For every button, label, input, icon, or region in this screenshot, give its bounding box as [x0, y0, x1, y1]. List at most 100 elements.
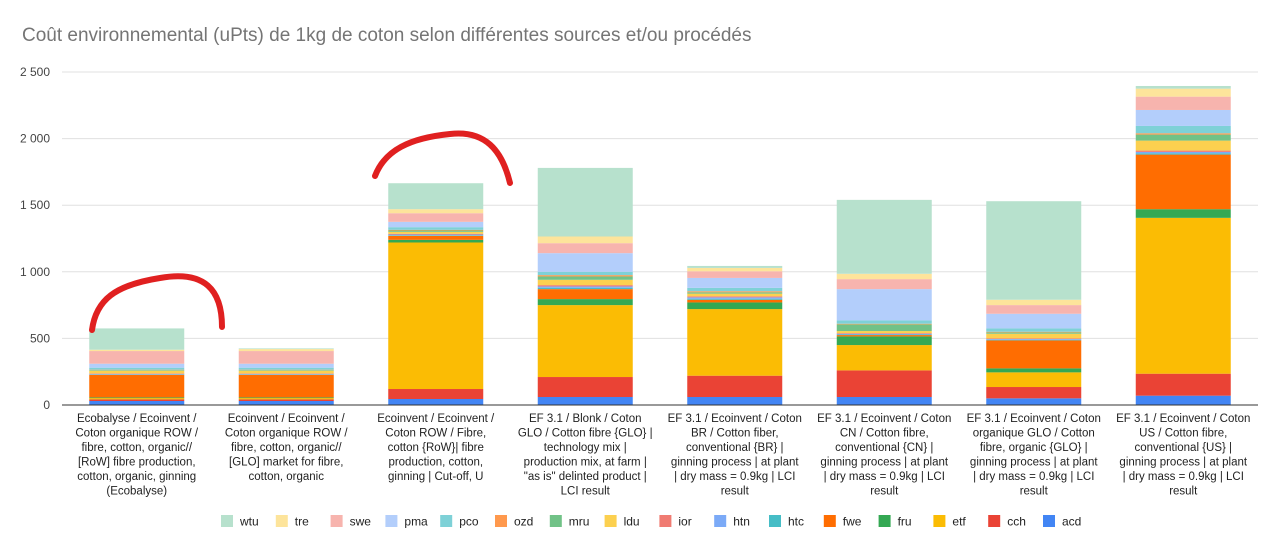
bar-segment-fru [836, 336, 932, 346]
legend-item: acd [1043, 515, 1081, 529]
legend-label: fwe [843, 515, 862, 529]
bar-segment-pma [388, 221, 484, 228]
bar-segment-ozd [836, 323, 932, 325]
bar-segment-etf [1135, 217, 1231, 374]
bar-segment-ldu [238, 370, 334, 374]
legend-item: cch [988, 515, 1026, 529]
legend-label: cch [1007, 515, 1026, 529]
bar-segment-fru [687, 302, 783, 310]
legend-swatch [275, 515, 288, 527]
legend-swatch [1043, 515, 1055, 527]
legend-label: acd [1062, 515, 1081, 529]
x-tick-label: EF 3.1 / Ecoinvent / Coton organique GLO … [967, 413, 1101, 498]
bar-segment-mru [986, 332, 1082, 334]
bar-segment-tre [537, 236, 633, 244]
bar-segment-ldu [89, 370, 185, 374]
bar-segment-pco [537, 271, 633, 276]
bar-segment-pma [89, 363, 185, 368]
bar-segment-ldu [986, 333, 1082, 339]
legend-label: mru [569, 515, 590, 529]
bar-segment-acd [238, 401, 334, 405]
bar-segment-swe [687, 271, 783, 278]
bar-segment-wtu [836, 199, 932, 274]
bar-segment-ldu [388, 231, 484, 234]
bar-segment-fru [1135, 209, 1231, 218]
bar-segment-pco [986, 328, 1082, 332]
legend-item: etf [933, 515, 966, 529]
bar-segment-cch [687, 375, 783, 398]
legend-swatch [659, 515, 672, 527]
bar-segment-pma [836, 289, 932, 321]
bar-segment-fru [388, 239, 484, 243]
bar-segment-cch [388, 389, 484, 400]
bar-segment-acd [1135, 395, 1231, 405]
legend-label: htc [788, 515, 804, 529]
bar-segment-cch [836, 370, 932, 398]
bar-segment-swe [986, 305, 1082, 314]
legend-swatch [769, 515, 781, 527]
category-labels: Ecobalyse / Ecoinvent / Coton organique R… [75, 413, 1250, 498]
bar-segment-pma [238, 363, 334, 368]
legend-item: mru [549, 515, 590, 529]
bar-stack [89, 328, 185, 405]
bar-segment-pco [238, 367, 334, 370]
bar-segment-ozd [537, 275, 633, 277]
bar-segment-swe [238, 351, 334, 364]
y-tick-label: 1 000 [20, 265, 50, 279]
legend-swatch [330, 515, 343, 527]
bar-segment-fru [89, 397, 185, 399]
bar-stack [388, 183, 484, 405]
legend-label: ldu [624, 515, 640, 529]
bar-segment-tre [836, 273, 932, 280]
bar-segment-acd [986, 398, 1082, 405]
bar-segment-wtu [1135, 85, 1231, 89]
bar-segment-swe [537, 243, 633, 254]
bar-segment-acd [388, 399, 484, 405]
bar-segment-htn [238, 373, 334, 375]
chart-title: Coût environnemental (uPts) de 1kg de co… [22, 25, 751, 46]
x-tick-label: Ecoinvent / Ecoinvent / Coton organique R… [225, 413, 349, 483]
bar-segment-cch [537, 377, 633, 398]
bar-segment-etf [537, 305, 633, 378]
legend-label: pma [404, 515, 428, 529]
legend-item: fwe [823, 515, 862, 529]
bar-segment-pma [1135, 109, 1231, 126]
red-arc-annotation-2 [372, 130, 513, 186]
bar-segment-fwe [836, 335, 932, 337]
bar-segment-etf [986, 372, 1082, 388]
bar-segment-ldu [537, 279, 633, 286]
bar-segment-ior [388, 233, 484, 235]
bar-segment-fwe [89, 374, 185, 398]
bar-segment-htc [836, 334, 932, 336]
legend-item: htc [769, 515, 804, 529]
legend-item: tre [275, 515, 309, 529]
bar-segment-fru [238, 397, 334, 399]
bar-segment-ldu [1135, 140, 1231, 151]
bar-segment-htn [836, 333, 932, 335]
y-tick-label: 0 [43, 398, 50, 412]
bar-segment-pma [986, 313, 1082, 329]
bar-segment-mru [388, 230, 484, 232]
bar-segment-htc [388, 235, 484, 236]
bar-segment-swe [388, 213, 484, 222]
bar-segment-ior [1135, 150, 1231, 152]
x-tick-label: Ecobalyse / Ecoinvent / Coton organique R… [75, 413, 199, 498]
bar-segment-tre [388, 209, 484, 214]
bar-segment-etf [89, 398, 185, 400]
bar-segment-swe [836, 279, 932, 290]
legend-item: ldu [604, 515, 640, 529]
y-tick-label: 2 500 [20, 65, 50, 79]
bar-segment-pco [687, 287, 783, 292]
y-tick-label: 2 000 [20, 132, 50, 146]
bar-segment-tre [687, 267, 783, 272]
bar-segment-fwe [238, 374, 334, 398]
bar-segment-mru [537, 276, 633, 280]
legend-label: ozd [514, 515, 533, 529]
legend-label: ior [678, 515, 691, 529]
bar-segment-tre [89, 349, 185, 352]
bar-segment-mru [89, 370, 185, 371]
bar-segment-ior [986, 338, 1082, 340]
bar-segment-htn [537, 286, 633, 288]
legend-swatch [495, 515, 507, 527]
legend-label: etf [952, 515, 966, 529]
